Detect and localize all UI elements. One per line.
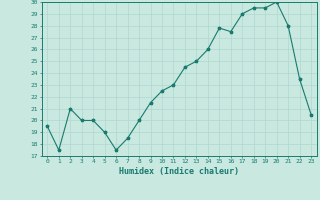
X-axis label: Humidex (Indice chaleur): Humidex (Indice chaleur) xyxy=(119,167,239,176)
